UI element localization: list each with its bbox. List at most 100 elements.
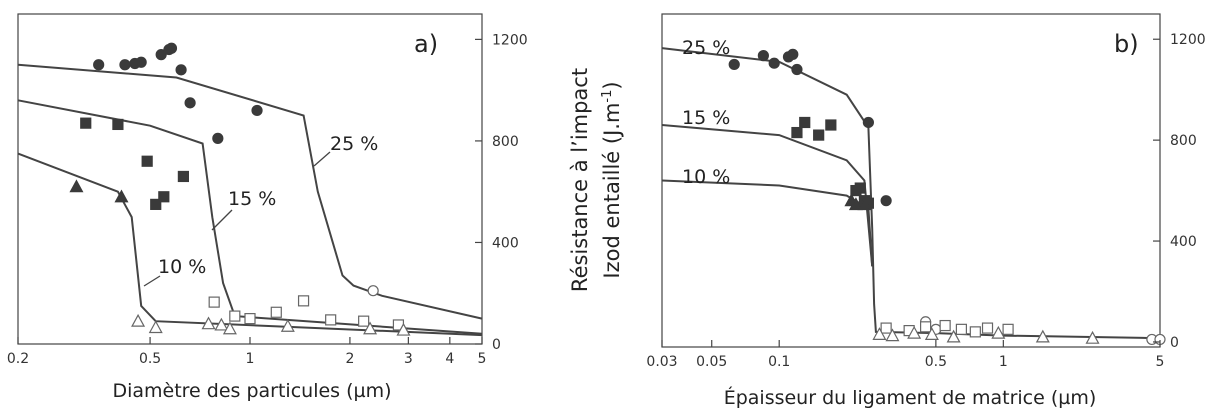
panel-a-marker-circle-open (367, 285, 379, 297)
panel-b-y-axis-label-main: Izod entaillé (J.m (600, 103, 624, 279)
panel-a-marker-square-open (325, 314, 337, 326)
panel-b-marker-circle-filled (728, 58, 740, 71)
panel-b-x-tick-label: 0.5 (925, 354, 947, 370)
panel-a-label-15: 15 % (228, 188, 276, 210)
panel-b-marker-triangle-open (1035, 329, 1050, 343)
panel-b-marker-square-filled (791, 126, 803, 139)
panel-b-y-ticks (1153, 38, 1160, 343)
panel-a-label-10: 10 % (158, 256, 206, 278)
panel-a-label: a) (414, 30, 438, 58)
panel-a-marker-square-filled (141, 155, 153, 167)
panel-a-marker-square-open (358, 315, 370, 327)
panel-a-marker-triangle-open (363, 321, 378, 335)
panel-a-curve-2 (17, 152, 483, 337)
panel-b-marker-triangle-open (885, 328, 900, 342)
panel-b-marker-circle-filled (862, 116, 874, 129)
panel-b-x-tick-label: 0.1 (768, 354, 790, 370)
panel-b-marker-triangle-open (946, 329, 961, 343)
panel-a-markers (69, 42, 411, 336)
panel-a-marker-circle-filled (93, 59, 105, 71)
panel-b-curve-2 (661, 179, 874, 267)
panel-b-marker-square-filled (850, 184, 862, 197)
panel-a-marker-triangle-open (201, 316, 216, 330)
panel-b-y-tick-label: 800 (1170, 133, 1197, 149)
panel-b-marker-circle-filled (791, 63, 803, 76)
panel-a-marker-square-open (229, 310, 241, 322)
panel-a-marker-triangle-filled (114, 189, 129, 203)
panel-b-marker-square-filled (813, 129, 825, 141)
panel-b-marker-triangle-open (924, 327, 939, 340)
panel-b-curve-0 (661, 47, 1161, 340)
panel-a-marker-square-open (297, 295, 310, 307)
panel-b-marker-circle-filled (757, 50, 769, 62)
panel-a-marker-square-open (270, 306, 282, 318)
panel-a-marker-circle-filled (155, 49, 167, 61)
panel-a-marker-circle-filled (251, 104, 263, 117)
panel-b-y-axis-label: Résistance à l’impact Izod entaillé (J.m… (568, 68, 624, 292)
panel-a-x-axis-label: Diamètre des particules (µm) (112, 380, 391, 402)
panel-a: 0.2 0.5 1 2 3 4 5 0 400 800 1200 a) 25 % 15 % 10 … (7, 13, 528, 402)
panel-a-marker-square-filled (80, 117, 92, 129)
panel-a-marker-triangle-open (222, 321, 237, 335)
panel-a-marker-circle-filled (119, 59, 131, 71)
panel-a-pointer-10 (143, 275, 161, 287)
panel-a-x-ticks (17, 337, 483, 344)
panel-b-x-axis-label: Épaisseur du ligament de matrice (µm) (724, 386, 1097, 409)
panel-b-marker-triangle-filled (857, 197, 872, 211)
panel-b-label-25: 25 % (682, 37, 730, 59)
panel-b-label: b) (1114, 30, 1139, 58)
panel-a-marker-square-filled (177, 170, 189, 183)
panel-a-marker-circle-filled (175, 64, 187, 76)
panel-a-marker-triangle-filled (69, 179, 84, 193)
panel-b-y-axis-label-exponent: -1 (600, 90, 615, 103)
panel-a-x-tick-label: 1 (246, 351, 255, 367)
panel-b-marker-square-filled (825, 119, 837, 131)
panel-b-marker-circle-filled (787, 48, 799, 60)
panel-a-marker-circle-filled (165, 42, 178, 54)
panel-a-y-tick-label: 1200 (492, 32, 528, 48)
panel-b-marker-square-open (981, 322, 994, 334)
panel-b-x-tick-label: 5 (1156, 354, 1165, 370)
panel-a-marker-square-filled (112, 118, 124, 131)
panel-a-marker-circle-filled (135, 56, 147, 68)
panel-a-marker-circle-filled (212, 132, 224, 144)
panel-b-marker-square-open (939, 319, 951, 332)
panel-b-marker-triangle-filled (848, 197, 863, 211)
panel-a-marker-square-filled (158, 191, 170, 203)
panel-b-x-tick-labels: 0.03 0.05 0.1 0.5 1 5 (646, 354, 1164, 370)
panel-b-y-axis-label-close: ) (600, 81, 624, 89)
panel-a-x-tick-label: 3 (404, 351, 413, 367)
panel-b-marker-circle-filled (768, 57, 780, 69)
panel-a-y-tick-label: 0 (492, 337, 501, 353)
panel-b-y-axis-label-line1: Résistance à l’impact (568, 68, 592, 292)
panel-a-y-tick-labels: 0 400 800 1200 (492, 32, 528, 353)
panel-b-y-axis-label-line2: Izod entaillé (J.m-1) (600, 81, 624, 278)
panel-a-marker-triangle-open (148, 320, 163, 334)
panel-a-marker-square-open (208, 296, 220, 308)
panel-a-y-tick-label: 800 (492, 134, 519, 150)
panel-a-x-tick-label: 4 (445, 351, 454, 367)
panel-a-x-tick-labels: 0.2 0.5 1 2 3 4 5 (7, 351, 487, 367)
panel-b: 0.03 0.05 0.1 0.5 1 5 0 400 800 1200 b) 25 % 15 … (568, 13, 1206, 409)
panel-b-y-tick-label: 1200 (1170, 32, 1206, 48)
panel-a-marker-square-filled (150, 198, 162, 210)
panel-b-marker-square-filled (799, 116, 811, 129)
panel-a-pointer-25 (313, 151, 331, 167)
panel-b-marker-square-open (969, 326, 981, 338)
panel-b-marker-triangle-open (1085, 330, 1100, 344)
panel-a-marker-triangle-open (131, 313, 146, 327)
panel-b-y-tick-labels: 0 400 800 1200 (1170, 32, 1206, 351)
panel-b-marker-triangle-open (872, 327, 887, 340)
panel-b-marker-square-open (880, 322, 892, 334)
panel-a-x-tick-label: 5 (478, 351, 487, 367)
panel-a-marker-triangle-open (214, 317, 229, 331)
panel-a-marker-circle-filled (184, 97, 196, 109)
panel-b-markers (728, 48, 1166, 346)
panel-b-x-tick-label: 0.05 (696, 354, 727, 370)
panel-b-marker-circle-filled (880, 195, 892, 207)
panel-b-label-10: 10 % (682, 166, 730, 188)
panel-a-x-tick-label: 2 (345, 351, 354, 367)
panel-a-pointer-15 (211, 209, 233, 231)
panel-a-curve-1 (17, 99, 483, 335)
